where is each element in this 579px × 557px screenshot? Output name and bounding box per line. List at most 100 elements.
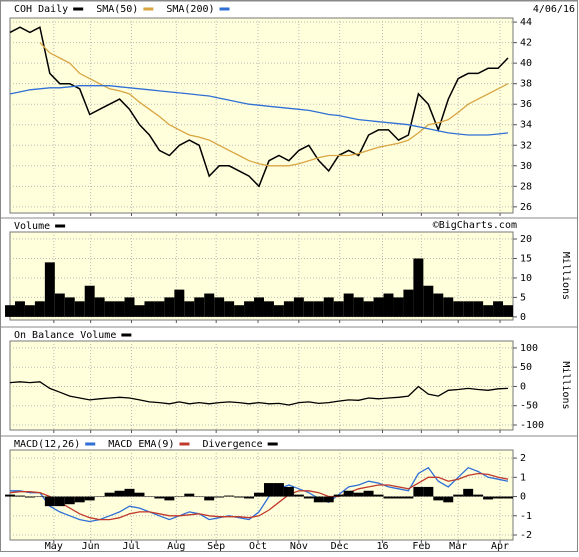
bar <box>493 496 504 499</box>
x-tick-label: Feb <box>412 541 430 552</box>
bar <box>423 486 434 497</box>
x-tick-label: Nov <box>290 541 308 552</box>
y-tick-label: 0 <box>520 381 526 392</box>
bar <box>5 494 15 497</box>
legend-label: SMA(200) <box>166 4 214 15</box>
bar <box>54 293 65 317</box>
x-tick-label: Mar <box>449 541 467 552</box>
bar <box>323 297 334 317</box>
bar <box>283 486 294 497</box>
bar <box>124 297 135 317</box>
bar <box>303 301 314 317</box>
y-tick-label: 34 <box>520 120 532 131</box>
bar <box>244 496 255 499</box>
bar <box>184 301 195 317</box>
bar <box>5 305 15 317</box>
bar <box>44 496 55 507</box>
y-tick-label: 36 <box>520 99 532 110</box>
bar <box>393 496 404 499</box>
bar <box>333 301 344 317</box>
bar <box>483 496 494 500</box>
y-tick-label: 0 <box>520 492 526 503</box>
x-tick-label: Apr <box>491 541 509 552</box>
bar <box>383 293 394 317</box>
bar <box>54 496 65 507</box>
bar <box>74 301 85 317</box>
bar <box>194 297 205 317</box>
y-tick-label: 0 <box>520 312 526 323</box>
bar <box>353 492 364 497</box>
bar <box>463 488 474 497</box>
bar <box>423 285 434 317</box>
bar <box>473 301 484 317</box>
bar <box>174 496 185 498</box>
y-tick-label: 38 <box>520 79 532 90</box>
bar <box>313 496 324 503</box>
bar <box>184 493 195 497</box>
y-tick-label: 15 <box>520 253 532 264</box>
bar <box>194 496 205 498</box>
y-axis-title: Millions <box>560 252 571 300</box>
bar <box>164 297 175 317</box>
y-tick-label: -50 <box>520 401 538 412</box>
y-tick-label: 40 <box>520 58 532 69</box>
bar <box>114 301 125 317</box>
series-line <box>39 42 509 167</box>
bar <box>104 301 115 317</box>
bar <box>483 305 494 317</box>
legend-label: MACD EMA(9) <box>108 439 174 450</box>
bar <box>14 301 25 317</box>
series-line <box>10 466 509 523</box>
bar <box>74 496 85 503</box>
bar <box>453 301 464 317</box>
plot-area <box>9 17 514 214</box>
bar <box>224 301 235 317</box>
bar <box>254 297 264 317</box>
bar <box>303 496 314 499</box>
bar <box>503 305 513 317</box>
x-tick-label: Sep <box>207 541 225 552</box>
bar <box>403 289 414 317</box>
y-tick-label: 100 <box>520 343 538 354</box>
bar <box>443 496 454 503</box>
bar <box>204 293 215 317</box>
bar <box>313 301 324 317</box>
bar <box>343 490 354 497</box>
bar <box>413 258 424 317</box>
y-tick-label: -1 <box>520 511 532 522</box>
series-line <box>9 85 509 136</box>
y-tick-label: 1 <box>520 472 526 483</box>
y-tick-label: 20 <box>520 234 532 245</box>
series-line <box>9 472 509 521</box>
bar <box>403 496 414 499</box>
bar <box>293 494 304 497</box>
y-tick-label: 50 <box>520 362 532 373</box>
x-tick-label: May <box>45 541 63 552</box>
bar <box>104 492 115 497</box>
x-tick-label: Dec <box>331 541 349 552</box>
legend-label: Divergence <box>202 439 262 450</box>
x-tick-label: Jun <box>82 541 100 552</box>
legend-label: Volume <box>14 221 50 232</box>
plot-area <box>9 340 514 431</box>
bar <box>214 496 225 498</box>
y-tick-label: 28 <box>520 181 532 192</box>
y-tick-label: 44 <box>520 17 532 28</box>
bar <box>383 496 394 499</box>
series-line <box>9 381 509 406</box>
bar <box>273 305 284 317</box>
bar <box>114 490 125 497</box>
bar <box>94 297 105 317</box>
bar <box>204 496 215 501</box>
bar <box>234 496 245 498</box>
y-tick-label: 10 <box>520 273 532 284</box>
bar <box>244 301 255 317</box>
y-axis-title: Millions <box>560 361 571 409</box>
y-tick-label: 2 <box>520 453 526 464</box>
bar <box>353 297 364 317</box>
bar <box>443 297 454 317</box>
bar <box>453 494 464 497</box>
bar <box>393 297 404 317</box>
bar <box>463 301 474 317</box>
